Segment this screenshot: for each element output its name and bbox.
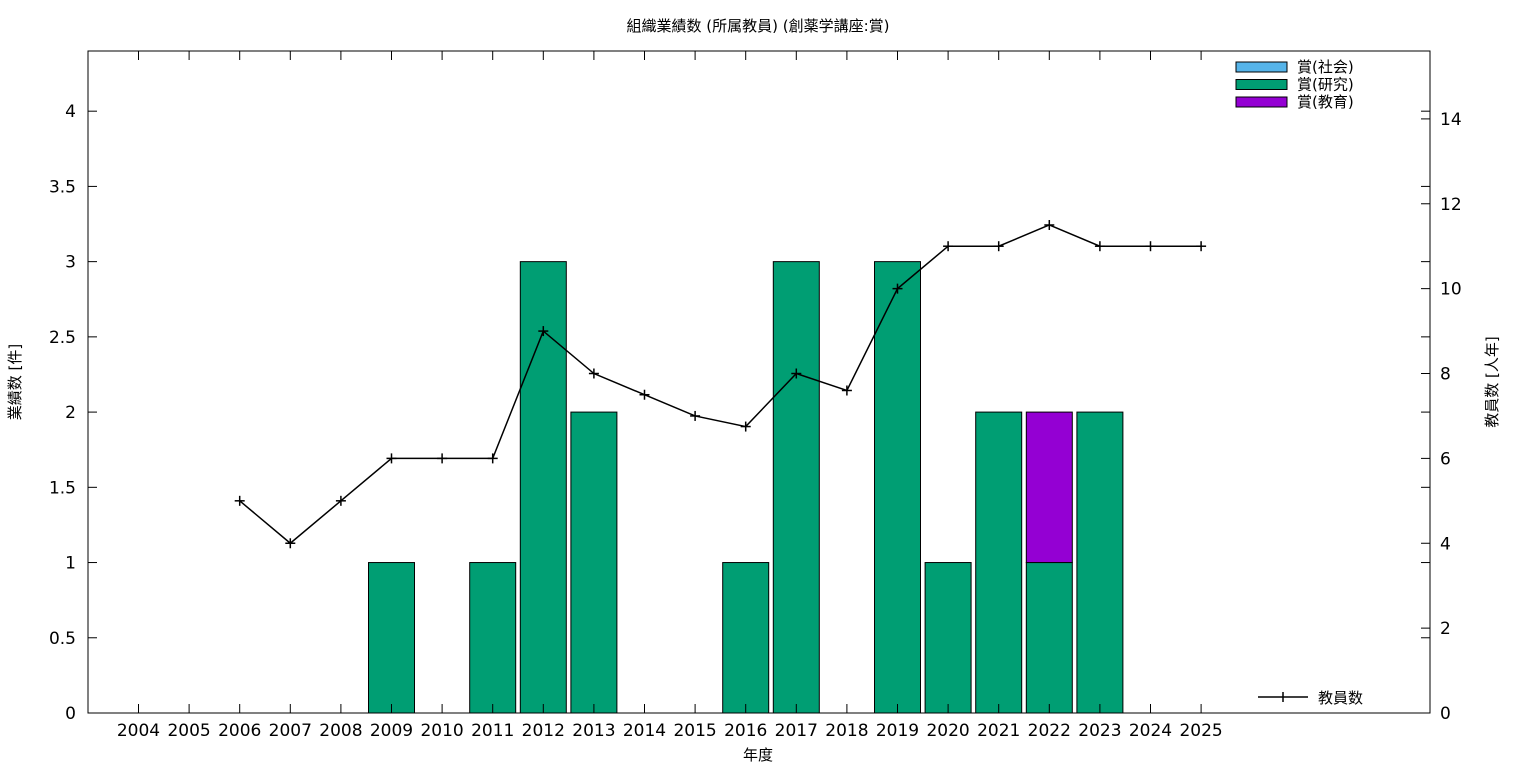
staff-line-layer <box>234 219 1207 549</box>
staff-point <box>1196 241 1207 252</box>
staff-point <box>386 453 397 464</box>
x-tick-label: 2004 <box>117 721 160 741</box>
x-tick-label: 2017 <box>775 721 818 741</box>
y-axis-label: 業績数 [件] <box>6 344 24 420</box>
x-tick-label: 2014 <box>623 721 666 741</box>
y2-tick-label: 2 <box>1440 619 1451 639</box>
y-tick-label: 0.5 <box>49 629 76 649</box>
bar-segment <box>1025 562 1073 714</box>
line-legend: 教員数 <box>1258 689 1363 707</box>
staff-point <box>740 421 751 432</box>
x-tick-label: 2013 <box>572 721 615 741</box>
bar-segment <box>1076 411 1124 714</box>
legend: 賞(社会)賞(研究)賞(教育) <box>1235 58 1354 111</box>
x-tick-label: 2012 <box>522 721 565 741</box>
y-tick-label: 4 <box>65 102 76 122</box>
x-tick-label: 2018 <box>825 721 868 741</box>
staff-point <box>1145 241 1156 252</box>
y2-tick-label: 14 <box>1440 110 1462 130</box>
y2-tick-label: 8 <box>1440 365 1451 385</box>
legend-label: 賞(研究) <box>1297 76 1354 94</box>
y2-tick-label: 12 <box>1440 195 1462 215</box>
y2-axis-label: 教員数 [人年] <box>1483 336 1501 427</box>
y2-axis: 0 2 4 6 8 10 12 14 <box>1421 110 1462 724</box>
staff-point <box>791 368 802 379</box>
legend-swatch <box>1235 96 1288 108</box>
y-tick-label: 3 <box>65 253 76 273</box>
y-tick-label: 1 <box>65 554 76 574</box>
legend-swatch <box>1235 61 1288 73</box>
y-tick-label: 1.5 <box>49 478 76 498</box>
x-tick-label: 2022 <box>1028 721 1071 741</box>
y-tick-label: 2.5 <box>49 328 76 348</box>
x-axis-label: 年度 <box>743 746 773 764</box>
x-tick-label: 2006 <box>218 721 261 741</box>
staff-point <box>234 495 245 506</box>
bars-layer <box>368 261 1124 714</box>
x-tick-label: 2021 <box>977 721 1020 741</box>
staff-point <box>437 453 448 464</box>
x-tick-label: 2007 <box>269 721 312 741</box>
bar-segment <box>874 261 921 714</box>
legend-label: 賞(社会) <box>1297 58 1354 76</box>
x-tick-label: 2010 <box>420 721 463 741</box>
staff-point <box>1044 219 1055 230</box>
bar-segment <box>1025 411 1073 564</box>
y2-tick-label: 4 <box>1440 534 1451 554</box>
x-tick-label: 2019 <box>876 721 919 741</box>
x-tick-label: 2020 <box>926 721 969 741</box>
x-axis: 2004 2005 2006 2007 2008 2009 2010 2011 2012 2013… <box>117 51 1223 741</box>
bar-segment <box>519 261 567 714</box>
x-tick-label: 2011 <box>471 721 514 741</box>
staff-point <box>841 385 852 396</box>
staff-point <box>335 495 346 506</box>
chart-title: 組織業績数 (所属教員) (創薬学講座:賞) <box>627 17 890 35</box>
plot-frame <box>87 50 1431 714</box>
staff-point <box>993 241 1004 252</box>
staff-point <box>1094 241 1105 252</box>
y-tick-label: 0 <box>65 704 76 724</box>
bar-segment <box>722 562 770 714</box>
x-tick-label: 2023 <box>1078 721 1121 741</box>
bar-segment <box>469 562 517 714</box>
staff-point <box>892 283 903 294</box>
y2-tick-label: 0 <box>1440 704 1451 724</box>
staff-point <box>639 389 650 400</box>
x-tick-label: 2005 <box>167 721 210 741</box>
staff-point <box>690 410 701 421</box>
x-tick-label: 2008 <box>319 721 362 741</box>
x-tick-label: 2015 <box>673 721 716 741</box>
staff-point <box>943 241 954 252</box>
y2-tick-label: 6 <box>1440 449 1451 469</box>
staff-point <box>285 538 296 549</box>
x-tick-label: 2009 <box>370 721 413 741</box>
legend-label: 賞(教育) <box>1297 93 1354 111</box>
x-tick-label: 2024 <box>1129 721 1172 741</box>
bar-segment <box>975 411 1023 714</box>
staff-line <box>239 224 1202 545</box>
x-tick-label: 2016 <box>724 721 767 741</box>
x-tick-label: 2025 <box>1179 721 1222 741</box>
staff-point <box>538 326 549 337</box>
bar-segment <box>368 562 415 714</box>
staff-point <box>588 368 599 379</box>
staff-point <box>487 453 498 464</box>
y-tick-label: 3.5 <box>49 177 76 197</box>
bar-segment <box>570 411 618 714</box>
y2-tick-label: 10 <box>1440 280 1462 300</box>
bar-segment <box>924 562 972 714</box>
y-axis: 0 0.5 1 1.5 2 2.5 3 3.5 4 <box>49 102 1430 724</box>
line-legend-label: 教員数 <box>1318 689 1363 707</box>
bar-segment <box>772 261 820 714</box>
y-tick-label: 2 <box>65 403 76 423</box>
legend-swatch <box>1235 79 1288 90</box>
